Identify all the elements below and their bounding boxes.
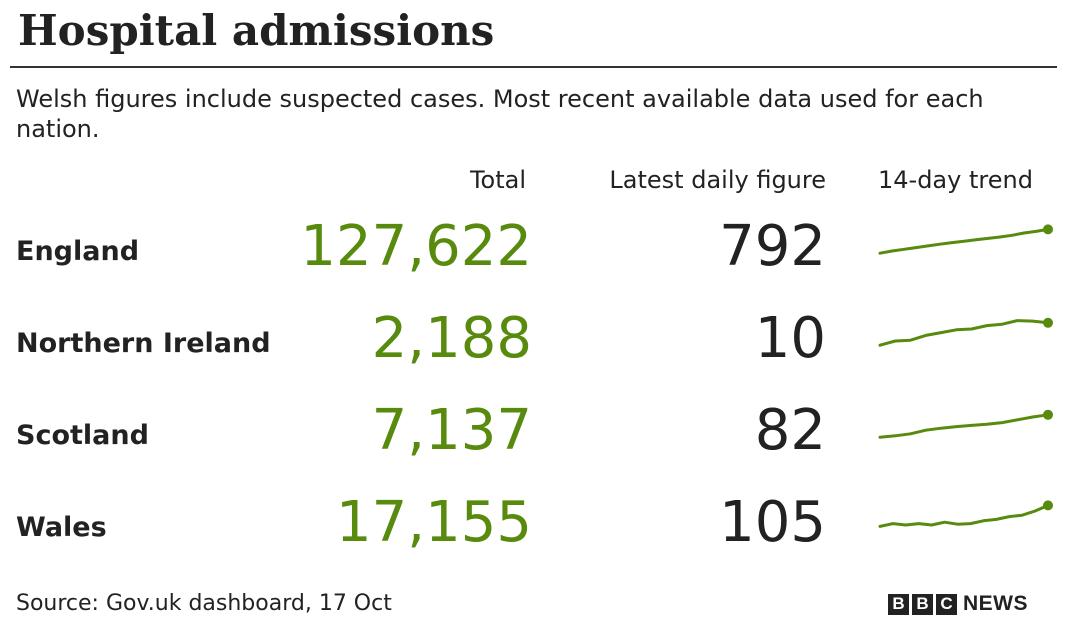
latest-daily-value: 82: [754, 398, 826, 463]
logo-letter: C: [936, 593, 957, 615]
logo-letter: B: [912, 593, 933, 615]
logo-word: NEWS: [963, 592, 1028, 615]
table-row: Northern Ireland 2,188 10: [0, 296, 1066, 388]
table-row: England 127,622 792: [0, 204, 1066, 296]
nation-label: England: [16, 236, 140, 267]
column-header-latest: Latest daily figure: [609, 166, 826, 194]
trend-line: [878, 319, 1050, 347]
table-row: Scotland 7,137 82: [0, 388, 1066, 480]
total-value: 7,137: [371, 398, 532, 463]
nation-label: Northern Ireland: [16, 328, 271, 359]
logo-letter: B: [888, 593, 909, 615]
total-value: 2,188: [371, 306, 532, 371]
trend-line: [878, 227, 1050, 255]
column-header-trend: 14-day trend: [878, 166, 1033, 194]
trend-sparkline: [878, 224, 1053, 255]
trend-sparkline: [878, 500, 1053, 528]
latest-daily-value: 792: [719, 214, 826, 279]
trend-sparkline: [878, 409, 1053, 439]
nation-label: Wales: [16, 512, 107, 543]
total-value: 127,622: [300, 214, 532, 279]
table-row: Wales 17,155 105: [0, 480, 1066, 572]
trend-line: [878, 503, 1050, 528]
chart-title: Hospital admissions: [18, 6, 495, 55]
title-divider: [10, 66, 1057, 68]
latest-daily-value: 10: [754, 306, 826, 371]
trend-endpoint: [1043, 224, 1053, 235]
column-header-total: Total: [469, 166, 526, 194]
latest-daily-value: 105: [719, 490, 826, 555]
chart-subtitle: Welsh figures include suspected cases. M…: [16, 85, 984, 143]
bbc-news-logo: B B C NEWS: [888, 592, 1028, 616]
nation-label: Scotland: [16, 420, 149, 451]
total-value: 17,155: [336, 490, 532, 555]
source-note: Source: Gov.uk dashboard, 17 Oct: [16, 591, 392, 616]
trend-line: [878, 413, 1050, 439]
trend-endpoint: [1043, 317, 1053, 328]
trend-sparkline: [878, 317, 1053, 347]
trend-endpoint: [1043, 409, 1053, 420]
trend-endpoint: [1043, 500, 1053, 511]
